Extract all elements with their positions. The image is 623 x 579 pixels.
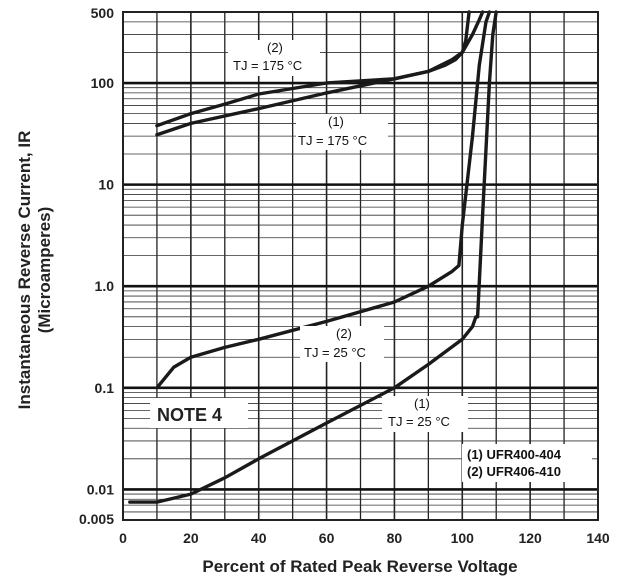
tick-labels: 0 20 40 60 80 100 120 140 0.005 0.01 0.1 1.0 10 100 50… xyxy=(79,5,610,546)
y-tick-label: 1.0 xyxy=(95,278,115,294)
y-tick-label: 10 xyxy=(98,177,114,193)
plot-frame xyxy=(122,11,599,521)
note-box xyxy=(150,398,248,428)
x-tick-label: 20 xyxy=(183,530,199,546)
note-label: NOTE 4 xyxy=(157,405,222,425)
annot-25-1-num: (1) xyxy=(414,396,430,411)
annot-25-2-temp: TJ = 25 °C xyxy=(304,345,366,360)
x-tick-label: 40 xyxy=(251,530,267,546)
annot-25-1-temp: TJ = 25 °C xyxy=(388,414,450,429)
annot-175-2-temp: TJ = 175 °C xyxy=(233,58,302,73)
annot-175-2-num: (2) xyxy=(267,40,283,55)
series-line-3 xyxy=(155,10,492,390)
series-line-4 xyxy=(128,10,498,504)
y-axis-title-line1: Instantaneous Reverse Current, IR xyxy=(15,131,34,410)
y-tick-label: 100 xyxy=(91,75,115,91)
x-tick-label: 100 xyxy=(451,530,475,546)
x-tick-label: 140 xyxy=(586,530,610,546)
x-tick-label: 120 xyxy=(518,530,542,546)
annot-25-2-num: (2) xyxy=(336,326,352,341)
y-tick-label: 0.005 xyxy=(79,511,114,527)
annot-175-1-num: (1) xyxy=(328,114,344,129)
x-tick-label: 0 xyxy=(119,530,127,546)
annot-175-1-temp: TJ = 175 °C xyxy=(298,133,367,148)
y-tick-label: 0.1 xyxy=(95,380,115,396)
legend-item-1: (1) UFR400-404 xyxy=(467,447,562,462)
grid xyxy=(123,12,598,520)
series-lines xyxy=(128,10,498,504)
y-axis-title-line2: (Microamperes) xyxy=(35,207,54,334)
y-tick-label: 0.01 xyxy=(87,481,114,497)
legend-item-2: (2) UFR406-410 xyxy=(467,464,561,479)
series-line-2 xyxy=(155,10,471,137)
y-tick-label: 500 xyxy=(91,5,115,21)
x-axis-title: Percent of Rated Peak Reverse Voltage xyxy=(202,557,517,576)
curve-annotations: (2) TJ = 175 °C (1) TJ = 175 °C (2) TJ =… xyxy=(228,40,468,432)
x-tick-label: 80 xyxy=(387,530,403,546)
x-tick-label: 60 xyxy=(319,530,335,546)
legend-box xyxy=(462,444,592,482)
